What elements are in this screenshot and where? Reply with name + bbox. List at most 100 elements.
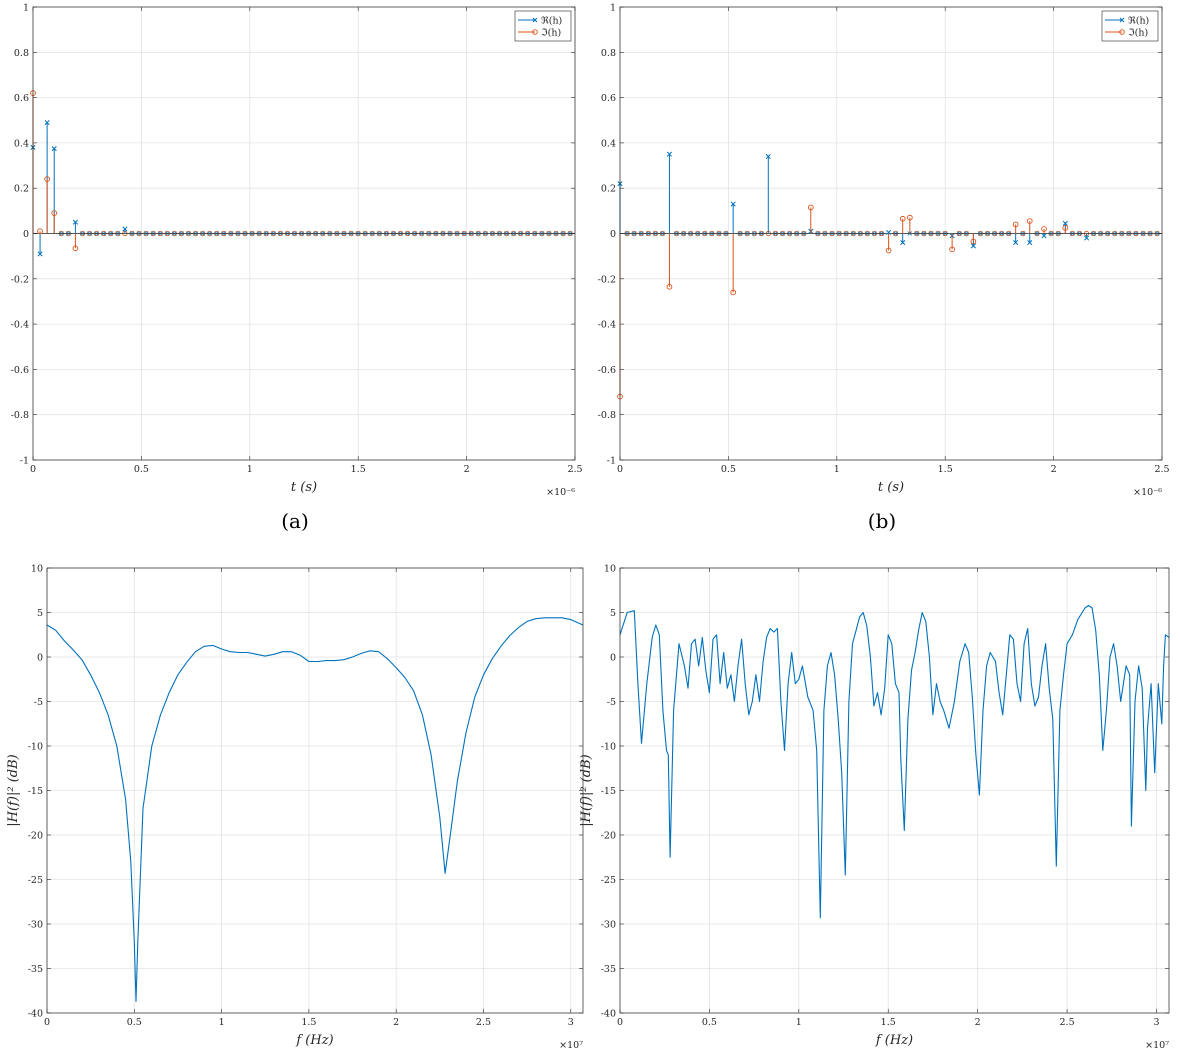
y-tick-label: 0.4 xyxy=(14,138,29,149)
stem-marker-imag xyxy=(885,247,892,254)
series-line xyxy=(619,604,1170,919)
y-tick-label: -0.4 xyxy=(11,320,29,331)
stem-marker-imag xyxy=(44,176,50,182)
y-tick-label: 10 xyxy=(604,564,616,575)
y-tick-label: -5 xyxy=(34,697,43,708)
y-tick-label: 0 xyxy=(610,653,616,664)
y-tick-label: 0.2 xyxy=(601,184,616,195)
x-tick-label: 0 xyxy=(30,464,36,475)
caption-b: (b) xyxy=(868,509,896,533)
legend-label: ℑ(h) xyxy=(1128,28,1148,39)
y-tick-label: -20 xyxy=(601,831,616,842)
y-tick-label: 5 xyxy=(37,608,43,619)
stem-marker-imag xyxy=(807,204,814,211)
x-tick-label: 3 xyxy=(568,1017,574,1028)
legend-marker-o xyxy=(1119,29,1125,35)
x-tick-label: 1.5 xyxy=(938,464,953,475)
stem-marker-real xyxy=(51,146,57,152)
y-tick-label: 0.8 xyxy=(601,48,616,59)
legend-marker-x xyxy=(532,17,538,23)
y-axis-label: |H(f)|² (dB) xyxy=(6,754,21,826)
y-tick-label: 0.8 xyxy=(14,48,29,59)
stem-marker-imag xyxy=(1026,218,1033,224)
y-tick-label: -25 xyxy=(28,875,43,886)
y-tick-label: -0.2 xyxy=(11,274,29,285)
y-tick-label: -15 xyxy=(28,786,43,797)
stem-marker-real xyxy=(1062,220,1068,226)
y-tick-label: -35 xyxy=(601,964,616,975)
y-tick-label: 0.2 xyxy=(14,184,29,195)
stem-marker-imag xyxy=(899,215,906,222)
y-tick-label: 0 xyxy=(23,229,29,240)
y-tick-label: -30 xyxy=(601,920,616,931)
y-tick-label: -40 xyxy=(601,1009,616,1020)
x-tick-label: 0.5 xyxy=(134,464,149,475)
x-tick-label: 3 xyxy=(1153,1017,1159,1028)
x-tick-label: 1.5 xyxy=(301,1017,316,1028)
x-tick-label: 2 xyxy=(393,1017,399,1028)
caption-a: (a) xyxy=(281,509,309,533)
x-tick-label: 2.5 xyxy=(1154,464,1169,475)
y-tick-label: -10 xyxy=(601,742,616,753)
chart-panel-d: 0 0.5 1 1.5 2 2.5 3 -40 -35 -30 -25 -20 -15 -10 -5 0 5 10… xyxy=(579,564,1170,1051)
legend-marker-o xyxy=(532,29,538,35)
stem-marker-real xyxy=(765,153,771,160)
legend: ℜ(h)ℑ(h) xyxy=(1101,10,1159,42)
y-axis-label: |H(f)|² (dB) xyxy=(579,754,594,826)
x-tick-label: 2 xyxy=(464,464,470,475)
x-tick-label: 0.5 xyxy=(721,464,736,475)
x-tick-label: 2.5 xyxy=(1060,1017,1075,1028)
x-tick-label: 1.5 xyxy=(351,464,366,475)
y-tick-label: -20 xyxy=(28,831,43,842)
y-tick-label: 1 xyxy=(23,3,29,14)
legend-box xyxy=(1101,10,1159,42)
stem-marker-real xyxy=(970,243,976,249)
x-tick-label: 1 xyxy=(796,1017,802,1028)
stem-marker-real xyxy=(1083,235,1090,241)
legend-label: ℑ(h) xyxy=(541,28,561,39)
y-tick-label: 1 xyxy=(610,3,616,14)
stem-marker-imag xyxy=(970,238,977,245)
x-tick-label: 0.5 xyxy=(702,1017,717,1028)
x-tick-label: 0 xyxy=(44,1017,50,1028)
x-axis-exponent: ×10⁷ xyxy=(559,1040,583,1051)
x-tick-label: 1 xyxy=(247,464,253,475)
axes-frame xyxy=(46,567,584,1014)
x-tick-label: 2.5 xyxy=(476,1017,491,1028)
y-tick-label: 5 xyxy=(610,608,616,619)
stem-marker-imag xyxy=(907,214,913,221)
chart-panel-a: 0 0.5 1 1.5 2 2.5 -1 -0.8 -0.6 -0.4 -0.2 0 0.2 0.4 0.6… xyxy=(11,3,583,499)
axes-frame xyxy=(619,567,1170,1014)
y-tick-label: -0.8 xyxy=(11,410,29,421)
x-tick-label: 2.5 xyxy=(567,464,582,475)
stem-marker-imag xyxy=(72,245,79,252)
x-axis-exponent: ×10⁻⁶ xyxy=(546,487,575,498)
x-axis-exponent: ×10⁻⁶ xyxy=(1133,487,1162,498)
y-tick-label: 0.4 xyxy=(601,138,616,149)
legend: ℜ(h)ℑ(h) xyxy=(514,10,572,42)
y-tick-label: -15 xyxy=(601,786,616,797)
x-axis-label: f (Hz) xyxy=(295,1033,333,1048)
legend-label: ℜ(h) xyxy=(1128,16,1149,27)
y-tick-label: -40 xyxy=(28,1009,43,1020)
stem-marker-imag xyxy=(666,283,673,290)
stem-marker-real xyxy=(666,151,672,157)
y-tick-label: -0.6 xyxy=(598,365,616,376)
x-axis-label: f (Hz) xyxy=(875,1033,913,1048)
x-tick-label: 1 xyxy=(219,1017,225,1028)
y-tick-label: 0.6 xyxy=(601,93,616,104)
stem-marker-real xyxy=(1027,240,1033,246)
stem-marker-real xyxy=(72,219,78,225)
y-tick-label: 10 xyxy=(31,564,43,575)
stem-marker-real xyxy=(44,119,50,126)
axes-frame xyxy=(32,6,576,461)
y-tick-label: -0.2 xyxy=(598,274,616,285)
chart-panel-b: 0 0.5 1 1.5 2 2.5 -1 -0.8 -0.6 -0.4 -0.2 0 0.2 0.4 0.6… xyxy=(598,3,1170,499)
stem-marker-imag xyxy=(1041,226,1047,232)
x-tick-label: 0 xyxy=(617,464,623,475)
y-tick-label: 0 xyxy=(610,229,616,240)
x-axis-exponent: ×10⁷ xyxy=(1145,1040,1169,1051)
y-tick-label: -30 xyxy=(28,920,43,931)
x-tick-label: 0.5 xyxy=(127,1017,142,1028)
stem-marker-real xyxy=(37,251,43,257)
